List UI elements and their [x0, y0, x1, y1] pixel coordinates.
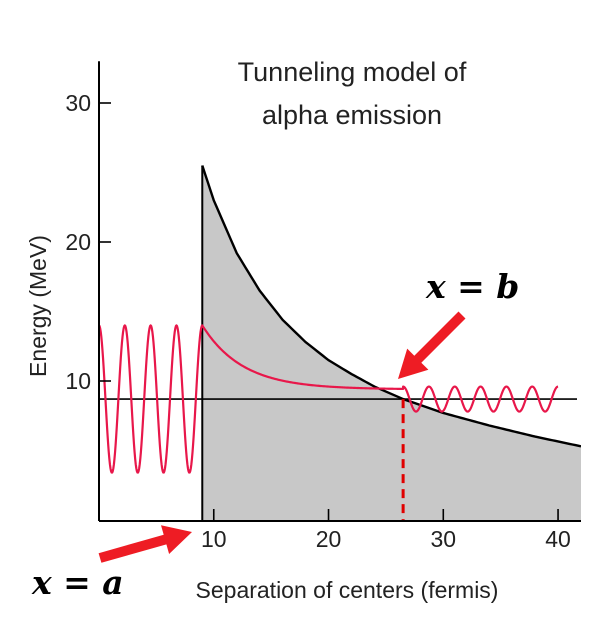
- x-tick-label: 10: [201, 526, 227, 552]
- y-tick-label: 20: [65, 229, 91, 255]
- arrow-x-equals-b-shape: [398, 311, 466, 379]
- ticks: 10 20 30 10 20 30 40: [65, 90, 570, 552]
- x-axis-label: Separation of centers (fermis): [196, 577, 499, 603]
- y-axis-label: Energy (MeV): [25, 235, 51, 377]
- chart-title: Tunneling model of alpha emission: [238, 57, 467, 130]
- plot-area: [99, 165, 581, 521]
- arrow-x-equals-b: [398, 311, 466, 379]
- chart-title-line-1: Tunneling model of: [238, 57, 467, 87]
- x-tick-label: 30: [430, 526, 456, 552]
- arrow-x-equals-a: [98, 525, 192, 563]
- arrow-x-equals-a-shape: [98, 525, 192, 563]
- annotations: x = a x = b: [31, 267, 519, 602]
- axes: [98, 61, 581, 522]
- y-tick-label: 10: [65, 368, 91, 394]
- coulomb-barrier-line: [201, 165, 581, 448]
- x-tick-label: 40: [545, 526, 571, 552]
- chart-title-line-2: alpha emission: [262, 100, 442, 130]
- y-tick-label: 30: [65, 90, 91, 116]
- wavefunction-line: [99, 324, 559, 474]
- barrier-region: [202, 165, 581, 521]
- label-x-equals-b: x = b: [425, 267, 519, 306]
- label-x-equals-a: x = a: [31, 563, 124, 602]
- x-tick-label: 20: [316, 526, 342, 552]
